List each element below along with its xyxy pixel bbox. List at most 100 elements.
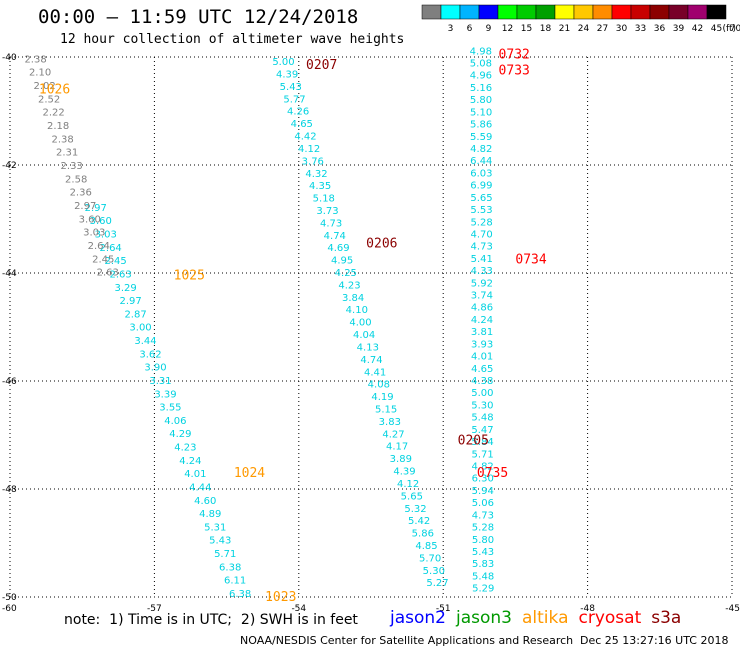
pass-time-label: 0732	[499, 47, 530, 62]
credit-line: NOAA/NESDIS Center for Satellite Applica…	[240, 634, 574, 647]
wave-height-value: 6.30	[472, 474, 494, 485]
wave-height-value: 4.73	[471, 242, 493, 253]
wave-height-value: 6.99	[470, 181, 492, 192]
wave-height-value: 5.48	[472, 571, 494, 582]
wave-height-value: 5.65	[401, 491, 423, 502]
wave-height-value: 5.80	[470, 95, 492, 106]
wave-height-value: 5.47	[471, 425, 493, 436]
wave-height-value: 6.38	[219, 562, 241, 573]
wave-height-value: 5.15	[375, 405, 397, 416]
color-scale-unit: (ft)	[722, 24, 736, 34]
page-title: 00:00 – 11:59 UTC 12/24/2018	[38, 6, 359, 28]
wave-height-value: 5.30	[423, 566, 445, 577]
x-tick-label: -60	[2, 604, 17, 614]
pass-time-label: 0205	[458, 433, 489, 448]
pass-time-label: 1025	[174, 269, 205, 284]
wave-height-value: 4.01	[184, 469, 206, 480]
wave-height-value: 5.00	[272, 57, 294, 68]
color-scale-label: 21	[559, 24, 570, 34]
wave-height-value: 4.74	[360, 355, 382, 366]
wave-height-value: 4.42	[294, 132, 316, 143]
wave-height-value: 2.97	[119, 296, 141, 307]
wave-height-value: 4.29	[169, 429, 191, 440]
color-scale-bar: 3 6 9 12 15 18 21 24 27 30 33 36 39 42 45 70(ft)	[421, 4, 740, 34]
wave-height-value: 4.17	[386, 442, 408, 453]
wave-height-value: 5.43	[209, 536, 231, 547]
wave-height-value: 4.12	[298, 144, 320, 155]
wave-height-value: 2.10	[29, 68, 51, 79]
wave-height-value: 2.38	[52, 134, 74, 145]
y-tick-label: -44	[2, 269, 17, 279]
wave-height-value: 3.81	[471, 327, 493, 338]
wave-height-value: 4.73	[320, 218, 342, 229]
wave-height-value: 5.28	[472, 523, 494, 534]
color-scale-label: 12	[502, 24, 513, 34]
wave-height-value: 5.30	[471, 400, 493, 411]
wave-height-value: 5.16	[470, 83, 492, 94]
x-tick-label: -54	[291, 604, 306, 614]
wave-height-value: 4.86	[471, 303, 493, 314]
color-scale-label: 33	[635, 24, 646, 34]
wave-height-value: 4.65	[471, 364, 493, 375]
wave-height-value: 4.06	[164, 416, 186, 427]
wave-height-value: 4.60	[194, 496, 216, 507]
wave-height-value: 2.63	[97, 268, 119, 279]
legend-item-jason2: jason2	[390, 608, 446, 628]
wave-height-value: 5.43	[472, 547, 494, 558]
wave-height-value: 5.70	[419, 553, 441, 564]
legend-item-s3a: s3a	[651, 608, 682, 628]
wave-height-value: 4.24	[471, 315, 493, 326]
wave-height-value: 4.13	[357, 342, 379, 353]
wave-height-value: 3.62	[139, 349, 161, 360]
wave-height-value: 6.11	[224, 576, 246, 587]
pass-time-label: 1023	[265, 590, 296, 605]
wave-height-value: 5.71	[471, 449, 493, 460]
generation-timestamp: Dec 25 13:27:16 UTC 2018	[580, 634, 729, 647]
wave-height-value: 6.03	[470, 168, 492, 179]
wave-height-value: 2.64	[88, 241, 110, 252]
wave-height-value: 4.73	[472, 510, 494, 521]
pass-time-label: 1026	[39, 82, 70, 97]
legend-item-jason3: jason3	[456, 608, 512, 628]
pass-time-label: 1024	[234, 466, 265, 481]
wave-height-value: 2.97	[74, 201, 96, 212]
wave-height-value: 5.71	[214, 549, 236, 560]
wave-height-value: 3.60	[79, 214, 101, 225]
wave-height-value: 4.24	[179, 456, 201, 467]
wave-height-value: 5.06	[472, 498, 494, 509]
wave-height-value: 4.82	[470, 144, 492, 155]
wave-height-value: 3.74	[471, 291, 493, 302]
color-scale-label: 15	[521, 24, 532, 34]
wave-height-value: 2.87	[124, 309, 146, 320]
wave-height-value: 4.69	[327, 243, 349, 254]
y-tick-label: -46	[2, 377, 17, 387]
wave-height-value: 4.89	[199, 509, 221, 520]
wave-height-value: 6.38	[229, 589, 251, 600]
color-scale-label: 70	[730, 24, 740, 34]
wave-height-value: 3.93	[471, 339, 493, 350]
pass-time-label: 0207	[306, 58, 337, 73]
wave-height-value: 4.12	[397, 479, 419, 490]
y-tick-label: -48	[2, 485, 17, 495]
x-tick-label: -45	[725, 604, 740, 614]
wave-height-value: 3.89	[390, 454, 412, 465]
pass-time-label: 0206	[366, 236, 397, 251]
wave-height-value: 4.98	[470, 46, 492, 57]
wave-height-value: 4.08	[368, 380, 390, 391]
wave-height-value: 5.27	[426, 578, 448, 589]
wave-height-value: 3.03	[95, 230, 117, 241]
wave-height-value: 3.31	[149, 376, 171, 387]
color-scale-label: 18	[540, 24, 552, 34]
wave-height-value: 2.31	[56, 148, 78, 159]
units-note: note: 1) Time is in UTC; 2) SWH is in fe…	[64, 612, 358, 628]
x-tick-label: -51	[436, 604, 451, 614]
legend-item-cryosat: cryosat	[578, 608, 642, 628]
wave-height-value: 5.41	[471, 254, 493, 265]
wave-height-value: 5.43	[280, 82, 302, 93]
wave-height-value: 4.96	[470, 71, 492, 82]
y-tick-label: -50	[2, 593, 17, 603]
wave-height-value: 2.45	[92, 254, 114, 265]
y-tick-label: -42	[2, 161, 17, 171]
wave-height-value: 2.18	[47, 121, 69, 132]
